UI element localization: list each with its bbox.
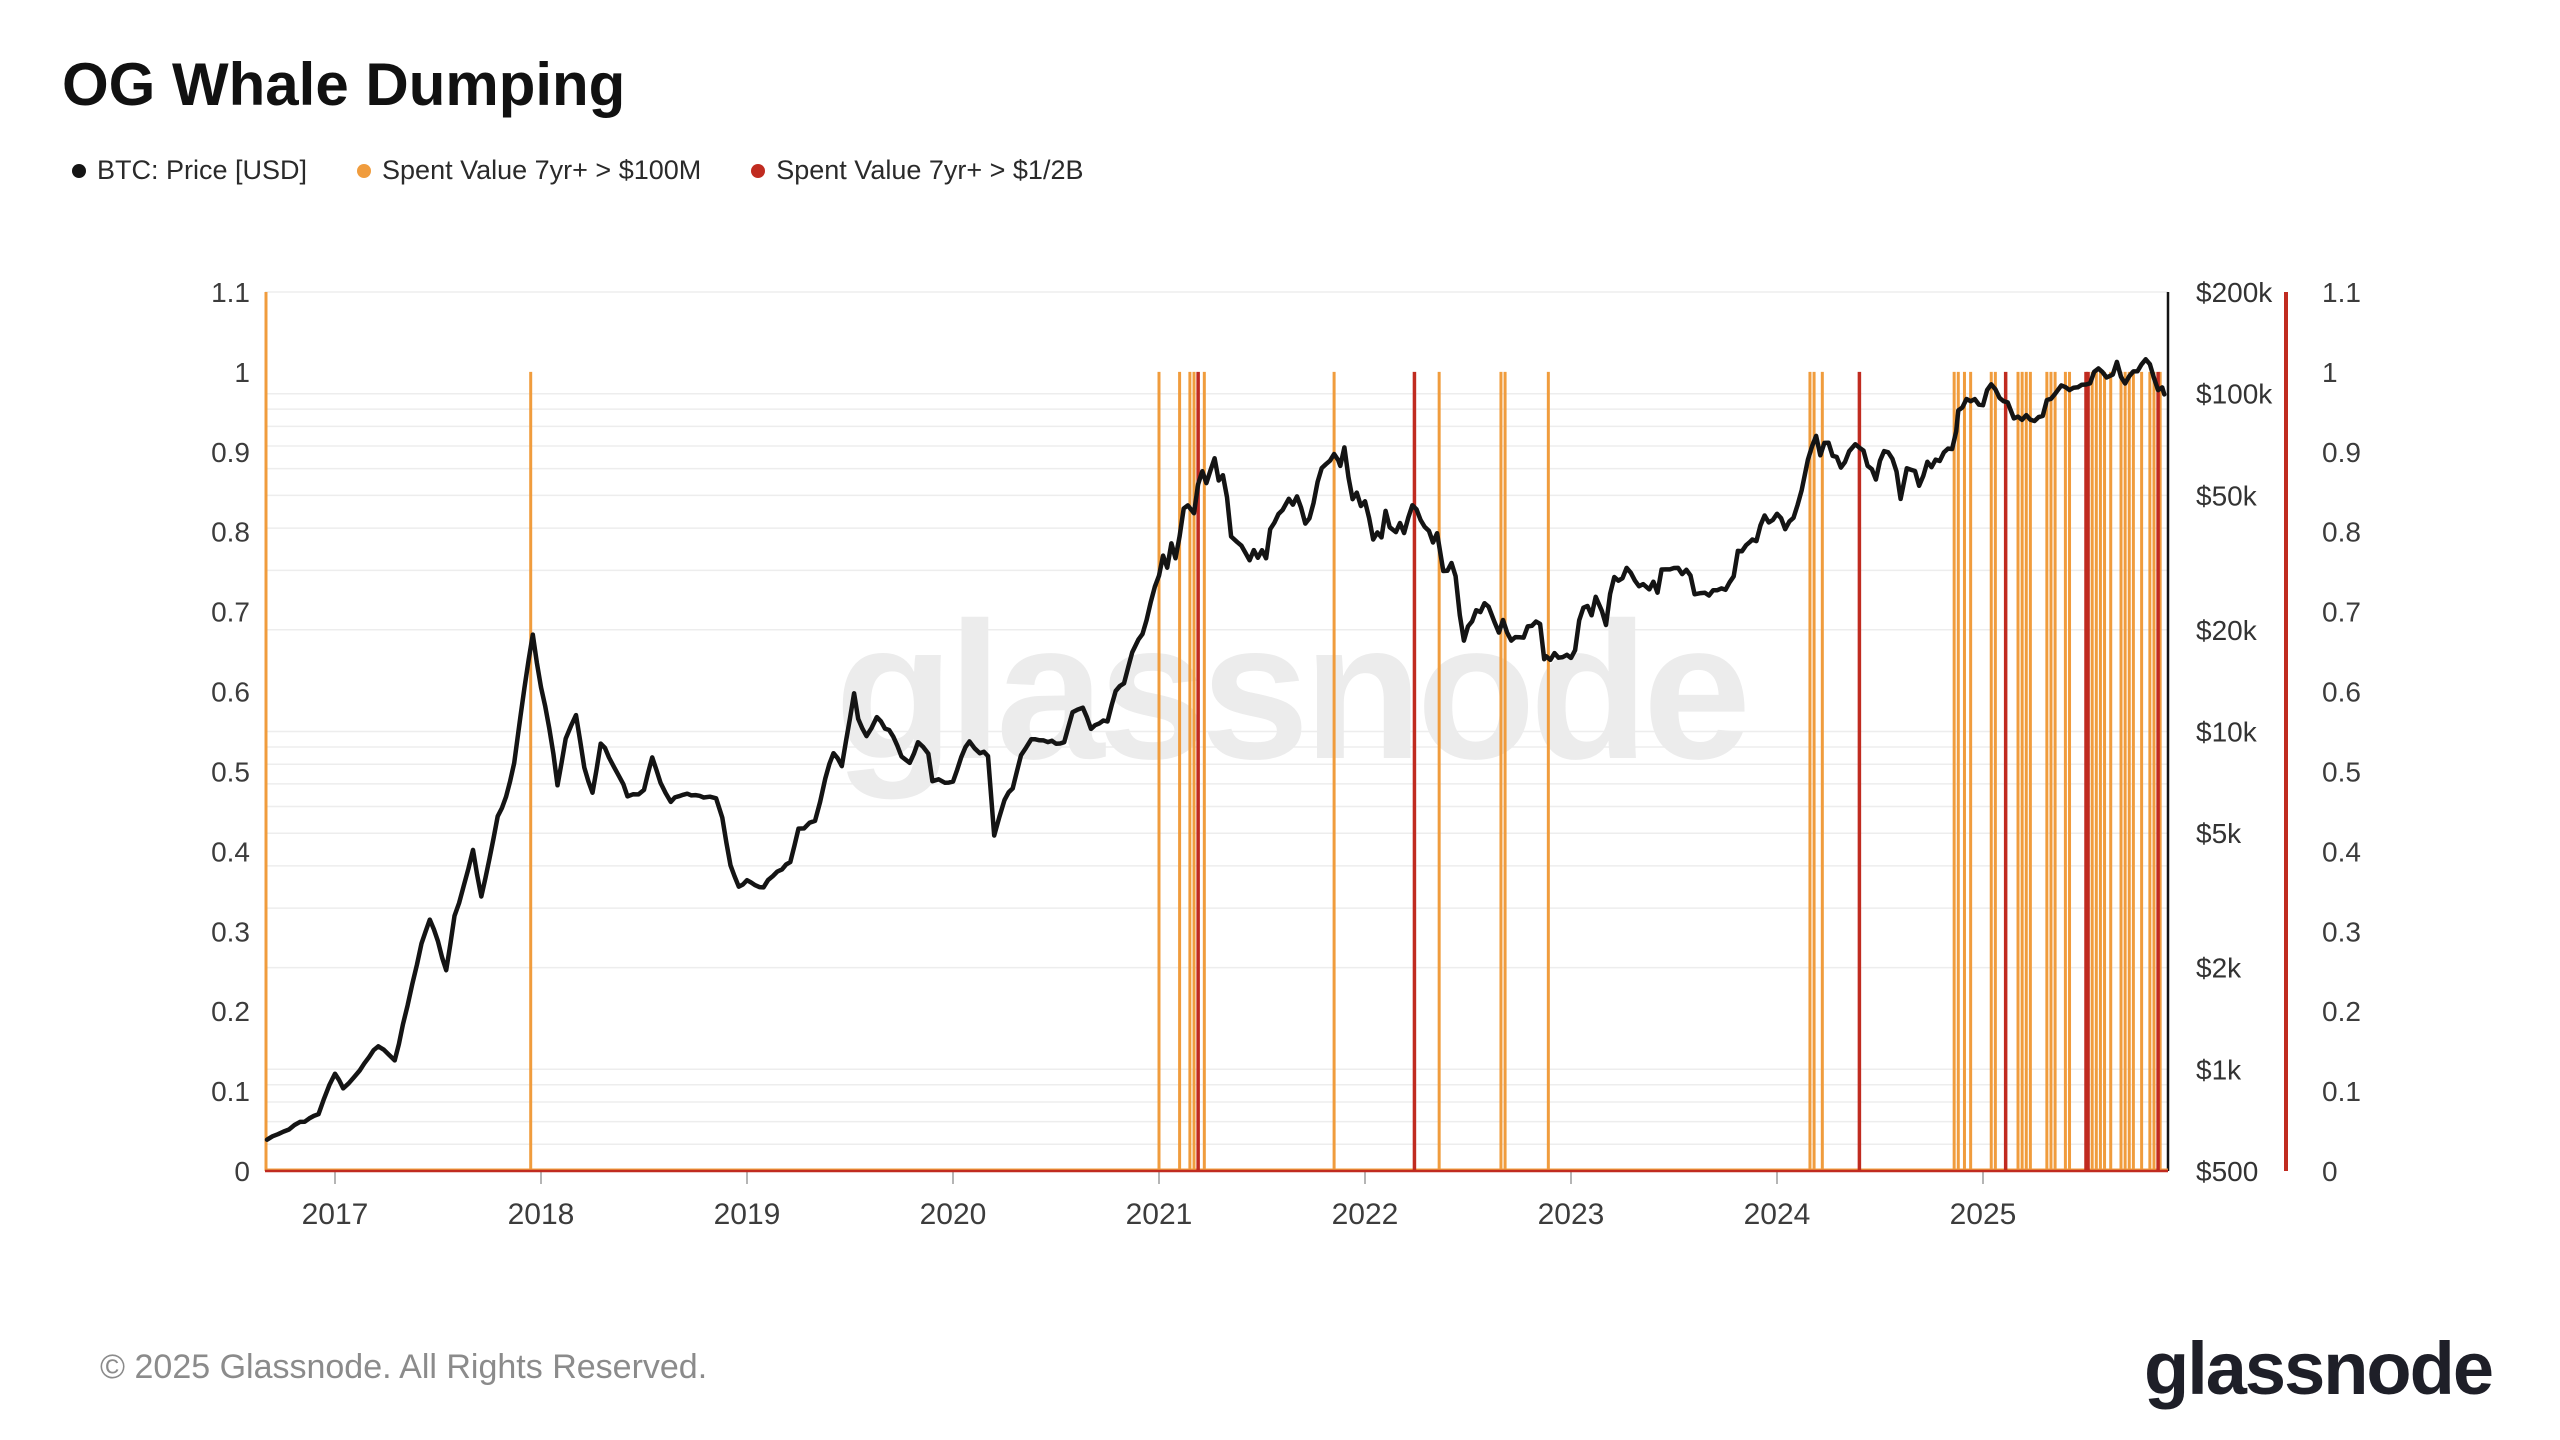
page-title: OG Whale Dumping [62, 51, 626, 118]
right-axis-tick-label[interactable]: 0.9 [2322, 437, 2361, 468]
copyright-text: © 2025 Glassnode. All Rights Reserved. [100, 1348, 708, 1386]
x-tick-label[interactable]: 2020 [920, 1198, 987, 1231]
legend-item-spent-value-100m[interactable]: Spent Value 7yr+ > $100M [357, 155, 701, 186]
right-axis-tick-label[interactable]: 0.8 [2322, 517, 2361, 548]
axis-lines [264, 292, 2288, 1171]
left-axis-tick-label[interactable]: 1.1 [211, 277, 250, 308]
legend-dot-2 [751, 163, 766, 178]
legend-label: Spent Value 7yr+ > $1/2B [776, 155, 1084, 185]
right-axis-tick-label[interactable]: 0.7 [2322, 597, 2361, 628]
right-axis-tick-label[interactable]: 1.1 [2322, 277, 2361, 308]
glassnode-logo: glassnode [2144, 1327, 2494, 1410]
right-axis-tick-label[interactable]: 0.5 [2322, 756, 2361, 787]
x-tick-label[interactable]: 2023 [1538, 1198, 1605, 1231]
x-tick-label[interactable]: 2018 [508, 1198, 575, 1231]
price-axis-tick-label[interactable]: $50k [2196, 480, 2258, 511]
left-axis-tick-label[interactable]: 0.9 [211, 437, 250, 468]
left-axis-labels: 0 0.1 0.2 0.3 0.4 0.5 0.6 0.7 0.8 0.9 1 1.1 [211, 277, 250, 1187]
price-axis-tick-label[interactable]: $10k [2196, 717, 2258, 748]
x-tick-label[interactable]: 2024 [1744, 1198, 1811, 1231]
legend-item-spent-value-halfb[interactable]: Spent Value 7yr+ > $1/2B [751, 155, 1083, 186]
left-axis-tick-label[interactable]: 0.5 [211, 756, 250, 787]
left-axis-tick-label[interactable]: 1 [234, 357, 250, 388]
gridlines [265, 291, 2168, 1146]
x-tick-label[interactable]: 2019 [714, 1198, 781, 1231]
x-tick-label[interactable]: 2017 [302, 1198, 369, 1231]
left-axis-tick-label[interactable]: 0.4 [211, 836, 250, 867]
left-axis-tick-label[interactable]: 0.3 [211, 916, 250, 947]
price-axis-tick-label[interactable]: $2k [2196, 953, 2242, 984]
left-axis-tick-label[interactable]: 0 [234, 1156, 250, 1187]
left-axis-tick-label[interactable]: 0.1 [211, 1076, 250, 1107]
price-axis-tick-label[interactable]: $200k [2196, 277, 2273, 308]
legend-dot-0 [72, 163, 86, 178]
right-axis-tick-label[interactable]: 0.1 [2322, 1076, 2361, 1107]
x-tick-label[interactable]: 2022 [1332, 1198, 1399, 1231]
price-axis-tick-label[interactable]: $5k [2196, 818, 2242, 849]
price-axis-tick-label[interactable]: $20k [2196, 615, 2258, 646]
legend-item-btc-price[interactable]: BTC: Price [USD] [72, 155, 307, 186]
right-axis-tick-label[interactable]: 0.6 [2322, 677, 2361, 708]
x-tick-label[interactable]: 2025 [1950, 1198, 2017, 1231]
right-axis-tick-label[interactable]: 0.2 [2322, 996, 2361, 1027]
left-axis-tick-label[interactable]: 0.7 [211, 597, 250, 628]
right-axis-labels: 0 0.1 0.2 0.3 0.4 0.5 0.6 0.7 0.8 0.9 1 1.1 [2322, 277, 2361, 1187]
right-axis-tick-label[interactable]: 1 [2322, 357, 2338, 388]
right-axis-tick-label[interactable]: 0.4 [2322, 836, 2361, 867]
x-axis: 2017 2018 2019 2020 2021 2022 2023 2024 2025 [302, 1171, 2017, 1231]
orange-event-lines [265, 371, 2168, 1171]
legend-dot-1 [357, 163, 372, 178]
red-event-lines [265, 371, 2168, 1173]
legend-label: Spent Value 7yr+ > $100M [382, 155, 702, 185]
price-axis-tick-label[interactable]: $100k [2196, 379, 2273, 410]
legend-label: BTC: Price [USD] [97, 155, 308, 185]
price-axis-labels: $500 $1k $2k $5k $10k $20k $50k $100k $200k [2196, 277, 2273, 1187]
price-axis-tick-label[interactable]: $1k [2196, 1054, 2242, 1085]
left-axis-tick-label[interactable]: 0.2 [211, 996, 250, 1027]
btc-price-line[interactable] [264, 357, 2167, 1142]
left-axis-tick-label[interactable]: 0.6 [211, 677, 250, 708]
legend: BTC: Price [USD] Spent Value 7yr+ > $100… [72, 155, 1083, 186]
right-axis-tick-label[interactable]: 0.3 [2322, 916, 2361, 947]
x-tick-label[interactable]: 2021 [1126, 1198, 1193, 1231]
left-axis-tick-label[interactable]: 0.8 [211, 517, 250, 548]
price-axis-tick-label[interactable]: $500 [2196, 1156, 2258, 1187]
right-axis-tick-label[interactable]: 0 [2322, 1156, 2338, 1187]
